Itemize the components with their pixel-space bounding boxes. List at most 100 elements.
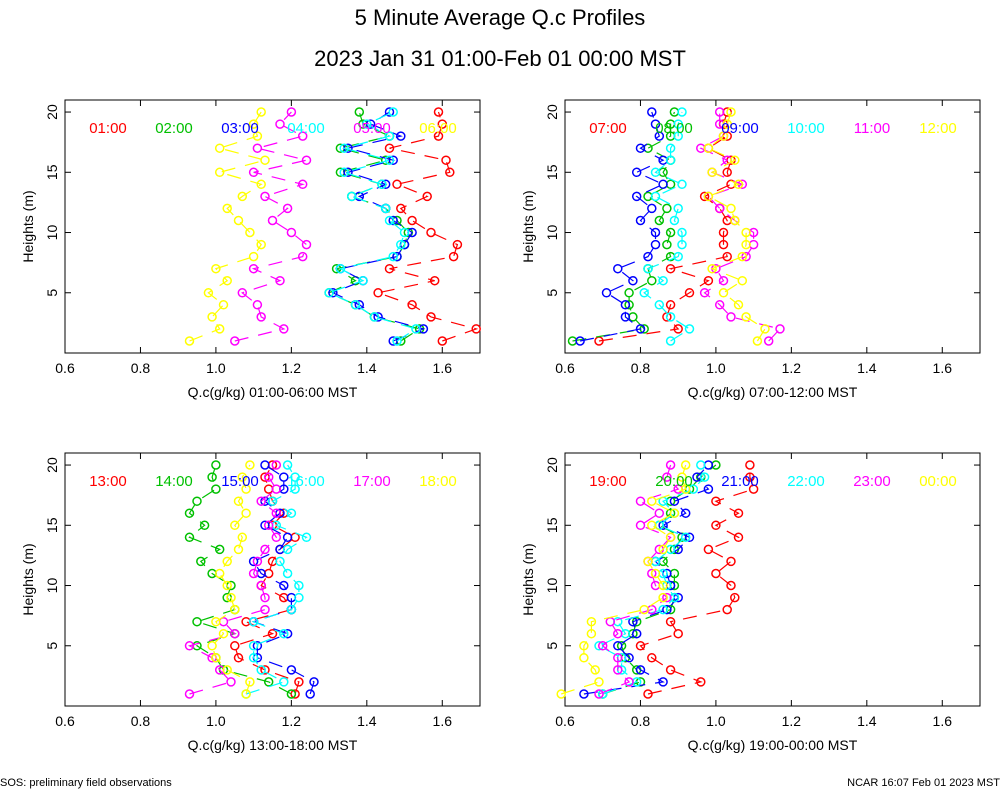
data-point — [426, 227, 436, 238]
data-point — [673, 131, 683, 141]
data-point — [650, 239, 661, 250]
legend-entry: 13:00 — [89, 473, 127, 490]
data-point — [613, 263, 623, 274]
data-point — [392, 251, 402, 262]
data-point — [662, 203, 672, 214]
data-point — [237, 191, 248, 202]
data-point — [218, 300, 229, 310]
data-point — [343, 167, 353, 178]
data-point — [248, 616, 259, 627]
legend-entry: 21:00 — [721, 473, 759, 490]
legend-entry: 12:00 — [919, 120, 957, 137]
series-line-03:00 — [331, 111, 426, 342]
data-point — [677, 107, 687, 117]
data-point — [643, 263, 653, 274]
data-point — [260, 155, 270, 165]
data-point — [373, 288, 383, 298]
data-point — [579, 689, 589, 699]
data-point — [275, 275, 285, 286]
data-point — [392, 336, 402, 346]
data-point — [730, 592, 740, 603]
data-point — [658, 677, 668, 687]
data-point — [207, 641, 217, 651]
data-point — [620, 312, 631, 322]
data-point — [192, 496, 202, 506]
data-point — [207, 312, 217, 322]
series-line-05:00 — [234, 111, 308, 342]
data-point — [748, 484, 759, 494]
data-point — [294, 580, 304, 591]
data-point — [388, 251, 398, 262]
data-point — [286, 689, 297, 699]
data-point — [643, 689, 653, 699]
x-tick-label: 1.0 — [206, 713, 226, 729]
y-tick-label: 5 — [44, 289, 60, 297]
data-point — [722, 604, 732, 615]
data-point — [733, 508, 744, 518]
data-point — [279, 324, 289, 334]
legend-entry: 11:00 — [854, 120, 890, 137]
data-point — [718, 275, 729, 286]
x-tick-label: 1.4 — [857, 360, 877, 376]
data-point — [654, 131, 665, 141]
data-point — [696, 460, 706, 470]
data-point — [703, 275, 714, 286]
data-point — [677, 227, 687, 238]
data-point — [658, 275, 668, 286]
data-point — [433, 131, 444, 141]
data-point — [286, 508, 297, 518]
data-point — [248, 556, 259, 567]
data-point — [301, 239, 312, 250]
data-point — [271, 460, 282, 470]
data-point — [282, 203, 293, 214]
data-point — [335, 263, 346, 274]
data-point — [328, 288, 338, 298]
x-tick-label: 1.4 — [357, 360, 377, 376]
legend-entry: 04:00 — [287, 120, 325, 137]
data-point — [230, 628, 240, 639]
data-point — [286, 604, 297, 615]
data-point — [597, 641, 608, 651]
series-line-17:00 — [187, 464, 278, 695]
y-tick-label: 5 — [544, 642, 560, 650]
data-point — [233, 653, 244, 663]
data-point — [733, 532, 744, 543]
data-point — [384, 155, 395, 165]
data-point — [662, 239, 672, 250]
data-point — [665, 263, 676, 274]
data-point — [248, 653, 259, 663]
data-point — [650, 119, 661, 129]
data-point — [230, 520, 240, 531]
data-point — [696, 677, 706, 687]
data-point — [252, 556, 263, 567]
data-point — [452, 239, 463, 250]
y-tick-label: 20 — [544, 104, 560, 120]
y-tick-label: 10 — [44, 225, 60, 241]
data-point — [711, 496, 721, 506]
footer-right-timestamp: NCAR 16:07 Feb 01 2023 MST — [847, 777, 1000, 789]
legend-entry: 05:00 — [353, 120, 391, 137]
data-point — [222, 665, 232, 675]
plot-frame — [564, 99, 981, 354]
data-point — [673, 324, 683, 334]
data-point — [433, 107, 444, 117]
data-point — [252, 143, 263, 153]
x-tick-label: 1.2 — [782, 360, 802, 376]
data-point — [722, 119, 732, 129]
data-point — [726, 580, 736, 591]
data-point — [248, 119, 259, 129]
data-point — [703, 484, 714, 494]
data-point — [354, 107, 365, 117]
data-point — [658, 179, 668, 190]
data-point — [613, 641, 623, 651]
data-point — [707, 167, 717, 178]
data-point — [377, 179, 387, 190]
data-point — [365, 119, 376, 129]
data-point — [362, 119, 372, 129]
data-point — [624, 677, 634, 687]
series-line-20:00 — [602, 464, 717, 695]
data-point — [184, 508, 195, 518]
data-point — [297, 179, 308, 190]
data-point — [286, 107, 297, 117]
data-point — [271, 508, 282, 518]
